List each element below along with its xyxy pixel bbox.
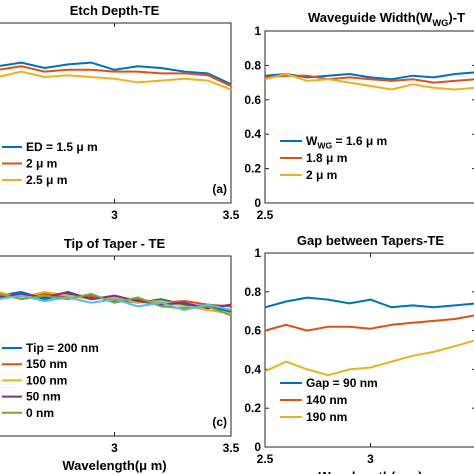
legend-entry: Tip = 200 nm [26, 341, 99, 355]
legend-entry: 2 μ m [26, 157, 57, 171]
y-tick-label: 0.6 [244, 324, 261, 338]
y-tick-label: 0.4 [244, 362, 261, 376]
x-axis-label: Wavelength(μ m) [62, 458, 166, 473]
y-tick-label: 0.6 [244, 93, 261, 107]
series-line-2 [264, 314, 474, 332]
panel-title: Tip of Taper - TE [64, 236, 166, 251]
y-tick-label: 0.8 [244, 285, 261, 299]
legend-entry: 2.5 μ m [26, 173, 67, 187]
series-line-1 [264, 296, 474, 309]
legend-entry: ED = 1.5 μ m [26, 140, 98, 154]
panel-label: (a) [212, 182, 227, 196]
legend-entry: 150 nm [26, 357, 67, 371]
panel-title: Gap between Tapers-TE [297, 233, 444, 248]
y-tick-label: 1 [254, 24, 261, 38]
series-line-3 [264, 339, 474, 377]
series-line-1 [0, 61, 232, 86]
legend-entry: 50 nm [26, 390, 61, 404]
y-tick-label: 0 [254, 196, 261, 210]
legend-entry: Gap = 90 nm [306, 376, 378, 390]
series-line-6 [0, 294, 232, 311]
legend-entry: 190 nm [306, 410, 347, 424]
x-tick-label: 2.5 [257, 208, 274, 222]
panel-top-right: 2.50 0.2 0.4 0.6 0.8 1 Waveguide Width(WWG)-T W… [244, 10, 474, 222]
y-tick-label: 0.2 [244, 162, 261, 176]
series-line-2 [264, 74, 474, 84]
series-line-3 [0, 70, 232, 91]
x-tick-label: 3.5 [223, 441, 240, 455]
panel-label: (c) [212, 415, 227, 429]
panel-title: Etch Depth-TE [70, 3, 160, 18]
legend-entry: 1.8 μ m [306, 151, 347, 165]
y-tick-label: 0.8 [244, 58, 261, 72]
panel-bottom-left: 3 3.5 Tip of Taper - TE Wavelength(μ m) (c) T… [0, 236, 240, 473]
y-tick-label: 0.4 [244, 127, 261, 141]
x-tick-label: 3 [111, 208, 118, 222]
panel-title: Waveguide Width(WWG)-T [308, 10, 465, 28]
series-line-3 [264, 73, 474, 91]
x-tick-label: 2.5 [257, 452, 274, 466]
legend-entry: 2 μ m [306, 168, 337, 182]
x-tick-label: 3 [367, 452, 374, 466]
panel-bottom-right: 2.5 3 0 0.2 0.4 0.6 0.8 1 Gap between Tapers-TE W… [244, 233, 474, 474]
y-tick-label: 1 [254, 246, 261, 260]
x-tick-label: 3.5 [223, 208, 240, 222]
y-tick-label: 0.2 [244, 401, 261, 415]
y-tick-label: 0 [254, 440, 261, 454]
panel-top-left: 3 3.5 Etch Depth-TE (a) ED = 1.5 μ m 2 μ m 2.5… [0, 3, 240, 222]
legend-entry: 140 nm [306, 393, 347, 407]
legend-entry: 0 nm [26, 406, 54, 420]
x-axis-label: Wavelength(μ m) [318, 469, 422, 474]
series-line-2 [0, 65, 232, 87]
x-tick-label: 3 [111, 441, 118, 455]
legend-entry: 100 nm [26, 373, 67, 387]
legend-entry: WWG = 1.6 μ m [306, 134, 387, 151]
axes-box [264, 30, 474, 204]
